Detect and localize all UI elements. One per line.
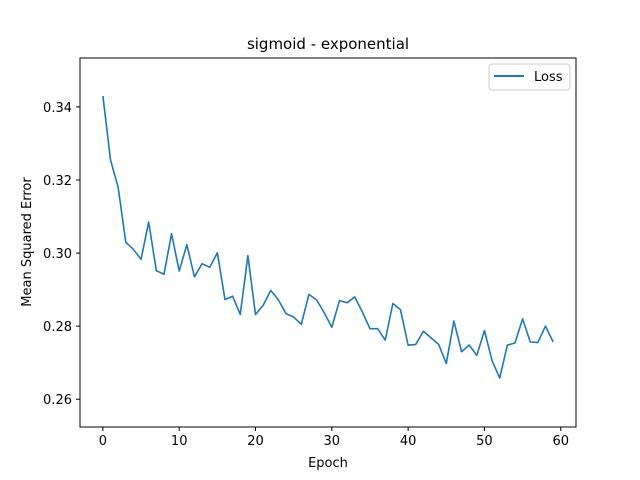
- y-tick-label: 0.26: [43, 393, 72, 408]
- x-tick-label: 30: [324, 434, 341, 449]
- chart-title: sigmoid - exponential: [247, 35, 409, 53]
- plot-area: 0 10 20 30 40 50 60 0.26 0.28 0.30 0.32 0.34: [43, 57, 577, 449]
- x-tick-label: 40: [400, 434, 417, 449]
- y-tick-label: 0.32: [43, 174, 72, 189]
- x-tick-label: 60: [552, 434, 569, 449]
- legend-label-loss: Loss: [534, 70, 563, 85]
- y-tick-label: 0.28: [43, 320, 72, 335]
- x-axis-label: Epoch: [308, 456, 348, 471]
- x-tick-label: 20: [247, 434, 264, 449]
- axes-frame: [79, 57, 577, 428]
- y-tick-label: 0.34: [43, 101, 72, 116]
- legend-box: [488, 63, 571, 91]
- y-tick-label: 0.30: [43, 247, 72, 262]
- x-tick-label: 0: [99, 434, 107, 449]
- legend: Loss: [488, 63, 571, 91]
- series-line-loss: [102, 95, 554, 379]
- x-tick-label: 50: [476, 434, 493, 449]
- y-axis-label: Mean Squared Error: [20, 177, 35, 307]
- x-tick-label: 10: [171, 434, 188, 449]
